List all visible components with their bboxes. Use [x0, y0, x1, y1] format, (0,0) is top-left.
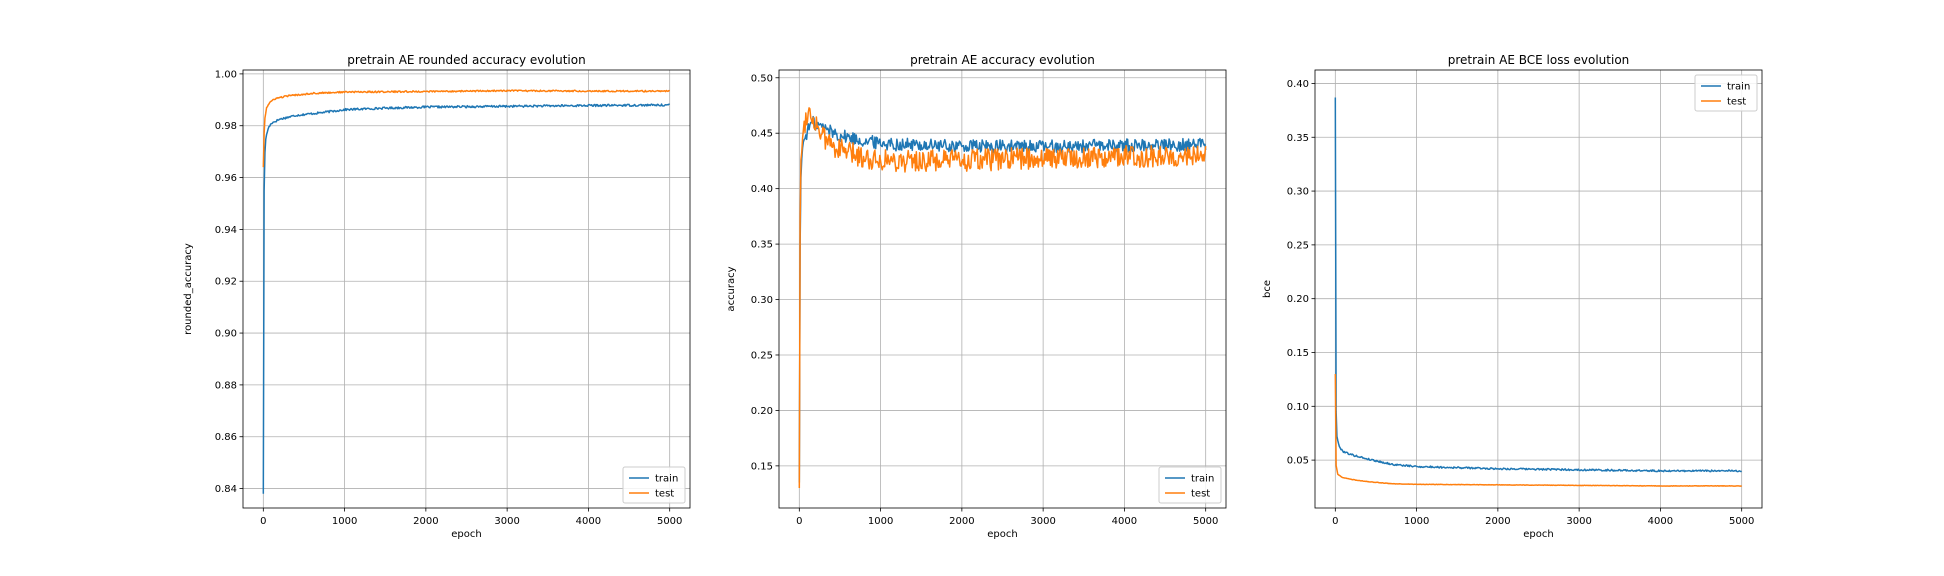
y-tick-label: 0.96 [215, 173, 237, 184]
y-axis-label: bce [1262, 280, 1273, 298]
series-line-train [262, 103, 670, 494]
series-line-test [262, 89, 670, 168]
y-tick-label: 0.98 [215, 121, 237, 132]
x-tick-label: 4000 [1648, 516, 1673, 527]
y-tick-label: 0.92 [215, 277, 237, 288]
y-tick-label: 0.86 [215, 432, 237, 443]
legend-box [1158, 466, 1222, 504]
chart-title: pretrain AE rounded accuracy evolution [347, 53, 585, 67]
x-tick-label: 1000 [332, 516, 357, 527]
subplot-accuracy: pretrain AE accuracy evolution epoch acc… [726, 53, 1227, 540]
legend-label-train: train [1727, 82, 1750, 93]
legend: train test [1158, 466, 1222, 504]
legend-label-train: train [655, 474, 678, 485]
y-tick-label: 0.25 [1287, 240, 1309, 251]
legend: train test [622, 466, 686, 504]
x-tick-label: 4000 [576, 516, 601, 527]
x-tick-label: 0 [796, 516, 802, 527]
x-axis-label: epoch [987, 529, 1017, 540]
y-axis-label: accuracy [726, 266, 737, 311]
y-tick-label: 0.35 [1287, 133, 1309, 144]
x-tick-label: 3000 [1566, 516, 1591, 527]
x-tick-label: 5000 [1729, 516, 1754, 527]
plot-frame [242, 69, 691, 509]
series-line-train [1334, 97, 1742, 473]
series-lines [262, 89, 670, 494]
y-tick-label: 0.30 [751, 295, 773, 306]
x-tick-label: 3000 [494, 516, 519, 527]
x-tick-label: 1000 [1404, 516, 1429, 527]
legend-label-test: test [655, 489, 674, 500]
subplot-bce-loss: pretrain AE BCE loss evolution epoch bce… [1262, 53, 1763, 540]
x-tick-label: 2000 [413, 516, 438, 527]
y-tick-label: 0.25 [751, 350, 773, 361]
legend-box [1694, 74, 1758, 112]
x-tick-label: 3000 [1030, 516, 1055, 527]
plot-frame [1314, 69, 1763, 509]
series-line-test [1334, 374, 1742, 487]
y-tick-label: 0.10 [1287, 402, 1309, 413]
y-tick-label: 0.15 [1287, 348, 1309, 359]
x-axis-label: epoch [1523, 529, 1553, 540]
series-line-test [798, 107, 1207, 489]
y-axis-label: rounded_accuracy [183, 243, 194, 335]
grid [243, 70, 690, 508]
y-tick-label: 0.35 [751, 240, 773, 251]
y-tick-label: 0.05 [1287, 456, 1309, 467]
y-tick-label: 0.88 [215, 380, 237, 391]
y-tick-label: 0.20 [1287, 294, 1309, 305]
series-line-train [798, 115, 1207, 483]
y-tick-label: 1.00 [215, 69, 237, 80]
plot-frame [778, 69, 1227, 509]
x-tick-label: 1000 [868, 516, 893, 527]
x-tick-label: 2000 [949, 516, 974, 527]
x-tick-label: 2000 [1485, 516, 1510, 527]
chart-title: pretrain AE BCE loss evolution [1448, 53, 1630, 67]
y-tick-label: 0.90 [215, 329, 237, 340]
subplot-rounded-accuracy: pretrain AE rounded accuracy evolution e… [183, 53, 691, 540]
legend-box [622, 466, 686, 504]
y-tick-label: 0.40 [751, 184, 773, 195]
y-tick-label: 0.50 [751, 73, 773, 84]
grid [1315, 70, 1762, 508]
legend: train test [1694, 74, 1758, 112]
y-tick-label: 0.15 [751, 461, 773, 472]
x-tick-label: 0 [1332, 516, 1338, 527]
legend-label-test: test [1727, 97, 1746, 108]
series-lines [798, 107, 1207, 489]
series-lines [1334, 97, 1742, 487]
y-tick-label: 0.45 [751, 129, 773, 140]
y-tick-label: 0.94 [215, 225, 237, 236]
x-tick-label: 5000 [657, 516, 682, 527]
x-tick-label: 5000 [1193, 516, 1218, 527]
y-tick-label: 0.20 [751, 406, 773, 417]
x-axis-label: epoch [451, 529, 481, 540]
legend-label-train: train [1191, 474, 1214, 485]
y-tick-label: 0.40 [1287, 79, 1309, 90]
x-tick-label: 0 [260, 516, 266, 527]
chart-title: pretrain AE accuracy evolution [910, 53, 1095, 67]
y-tick-label: 0.30 [1287, 187, 1309, 198]
y-tick-label: 0.84 [215, 484, 237, 495]
x-tick-label: 4000 [1112, 516, 1137, 527]
legend-label-test: test [1191, 489, 1210, 500]
